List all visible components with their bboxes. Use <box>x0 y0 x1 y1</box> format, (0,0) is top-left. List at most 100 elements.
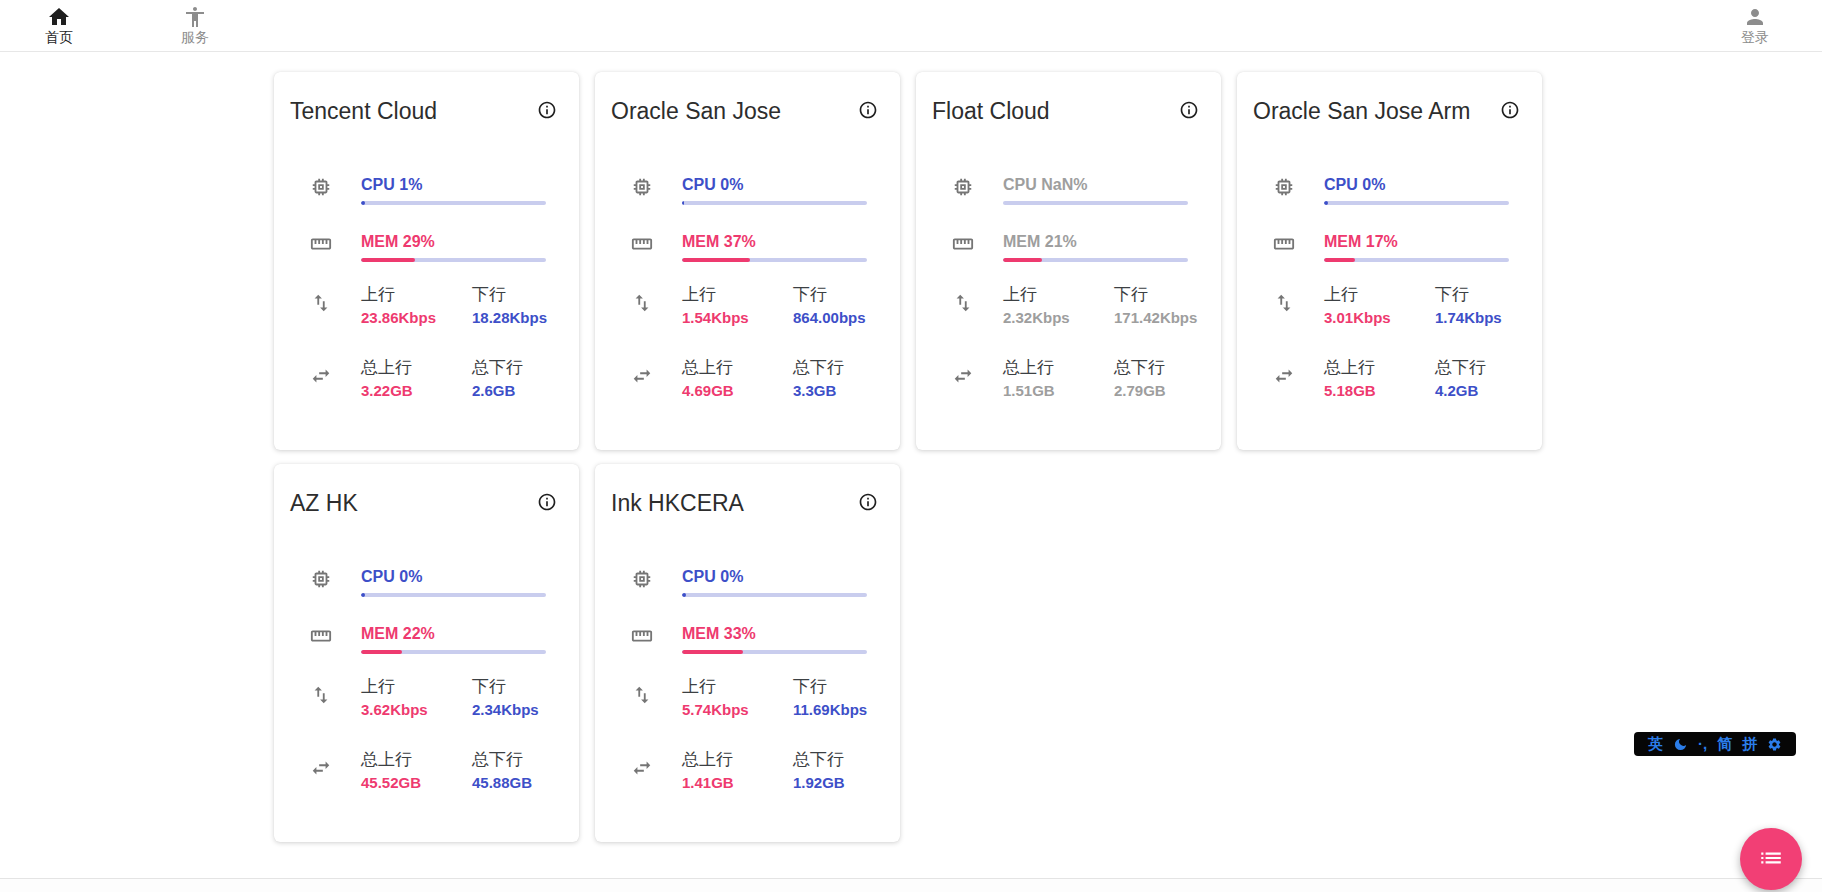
memory-ruler-icon <box>1273 231 1324 262</box>
updown-arrows-icon <box>631 676 682 720</box>
server-name: Float Cloud <box>932 96 1179 126</box>
cpu-bar-fill <box>682 593 686 597</box>
memory-ruler-icon <box>952 231 1003 262</box>
swap-arrows-icon <box>631 357 682 401</box>
ime-simplified-indicator[interactable]: 简 <box>1717 732 1732 756</box>
mem-bar-track <box>361 258 546 262</box>
updown-arrows-icon <box>952 284 1003 328</box>
total-up-label: 总上行 <box>361 749 472 771</box>
moon-icon[interactable] <box>1673 737 1688 752</box>
cpu-chip-icon <box>631 174 682 205</box>
cpu-label: CPU 0% <box>1324 174 1509 196</box>
total-down-value: 4.2GB <box>1435 381 1546 401</box>
total-down-label: 总下行 <box>793 357 904 379</box>
mem-label: MEM 22% <box>361 623 546 645</box>
memory-ruler-icon <box>310 623 361 654</box>
speed-row: 上行 1.54Kbps 下行 864.00bps <box>595 284 900 328</box>
nav-services-label: 服务 <box>181 29 209 46</box>
gear-icon[interactable] <box>1767 737 1782 752</box>
nav-item-services[interactable]: 服务 <box>166 5 224 46</box>
mem-bar-track <box>682 650 867 654</box>
total-up-value: 4.69GB <box>682 381 793 401</box>
cpu-label: CPU 1% <box>361 174 546 196</box>
mem-row: MEM 29% <box>274 231 579 262</box>
up-value: 23.86Kbps <box>361 308 472 328</box>
ime-lang-indicator[interactable]: 英 <box>1648 732 1663 756</box>
list-icon <box>1758 845 1784 874</box>
info-icon[interactable] <box>858 100 878 120</box>
mem-bar-fill <box>1324 258 1355 262</box>
ime-status-bar[interactable]: 英 ·, 简 拼 <box>1634 732 1796 756</box>
info-icon[interactable] <box>1500 100 1520 120</box>
cpu-chip-icon <box>310 566 361 597</box>
nav-home-label: 首页 <box>45 29 73 46</box>
mem-bar-fill <box>1003 258 1042 262</box>
mem-row: MEM 33% <box>595 623 900 654</box>
info-icon[interactable] <box>537 100 557 120</box>
ime-pinyin-indicator[interactable]: 拼 <box>1742 732 1757 756</box>
server-name: Oracle San Jose <box>611 96 858 126</box>
down-value: 171.42Kbps <box>1114 308 1225 328</box>
down-label: 下行 <box>1114 284 1225 306</box>
mem-bar-fill <box>682 650 743 654</box>
server-card: Tencent Cloud CPU 1% MEM 29% <box>274 72 579 450</box>
cpu-bar-track <box>682 593 867 597</box>
total-up-value: 3.22GB <box>361 381 472 401</box>
server-name: Tencent Cloud <box>290 96 537 126</box>
nav-login-label: 登录 <box>1741 29 1769 46</box>
cpu-chip-icon <box>1273 174 1324 205</box>
server-card-header: Tencent Cloud <box>274 96 579 126</box>
total-up-label: 总上行 <box>682 749 793 771</box>
mem-row: MEM 37% <box>595 231 900 262</box>
swap-arrows-icon <box>631 749 682 793</box>
cpu-bar-track <box>1003 201 1188 205</box>
server-list-fab[interactable] <box>1740 828 1802 890</box>
cpu-label: CPU 0% <box>682 566 867 588</box>
nav-item-home[interactable]: 首页 <box>30 5 88 46</box>
total-up-value: 45.52GB <box>361 773 472 793</box>
cpu-bar-track <box>361 201 546 205</box>
mem-label: MEM 29% <box>361 231 546 253</box>
cpu-label: CPU NaN% <box>1003 174 1188 196</box>
server-card-header: Ink HKCERA <box>595 488 900 518</box>
cpu-bar-fill <box>361 201 365 205</box>
info-icon[interactable] <box>1179 100 1199 120</box>
cpu-row: CPU 0% <box>595 174 900 205</box>
info-icon[interactable] <box>537 492 557 512</box>
info-icon[interactable] <box>858 492 878 512</box>
ime-punct-indicator[interactable]: ·, <box>1698 732 1707 756</box>
server-card-header: Oracle San Jose <box>595 96 900 126</box>
server-grid: Tencent Cloud CPU 1% MEM 29% <box>274 72 1558 856</box>
total-down-label: 总下行 <box>472 749 583 771</box>
memory-ruler-icon <box>310 231 361 262</box>
server-name: Oracle San Jose Arm <box>1253 96 1500 126</box>
server-name: Ink HKCERA <box>611 488 858 518</box>
cpu-label: CPU 0% <box>361 566 546 588</box>
total-up-value: 5.18GB <box>1324 381 1435 401</box>
cpu-bar-fill <box>361 593 365 597</box>
footer-divider <box>0 878 1822 892</box>
updown-arrows-icon <box>1273 284 1324 328</box>
server-card-body: CPU 1% MEM 29% 上行 <box>274 174 579 401</box>
cpu-bar-fill <box>682 201 684 205</box>
nav-item-login[interactable]: 登录 <box>1726 5 1784 46</box>
total-row: 总上行 1.41GB 总下行 1.92GB <box>595 749 900 793</box>
server-card-body: CPU 0% MEM 17% 上行 <box>1237 174 1542 401</box>
mem-bar-track <box>1324 258 1509 262</box>
cpu-row: CPU 0% <box>595 566 900 597</box>
total-down-value: 2.6GB <box>472 381 583 401</box>
speed-row: 上行 3.62Kbps 下行 2.34Kbps <box>274 676 579 720</box>
down-value: 18.28Kbps <box>472 308 583 328</box>
total-row: 总上行 4.69GB 总下行 3.3GB <box>595 357 900 401</box>
cpu-bar-track <box>1324 201 1509 205</box>
down-value: 11.69Kbps <box>793 700 904 720</box>
up-label: 上行 <box>682 676 793 698</box>
cpu-row: CPU 1% <box>274 174 579 205</box>
total-up-label: 总上行 <box>361 357 472 379</box>
cpu-bar-track <box>361 593 546 597</box>
up-label: 上行 <box>1003 284 1114 306</box>
down-label: 下行 <box>1435 284 1546 306</box>
cpu-bar-fill <box>1324 201 1328 205</box>
server-card-header: AZ HK <box>274 488 579 518</box>
updown-arrows-icon <box>631 284 682 328</box>
